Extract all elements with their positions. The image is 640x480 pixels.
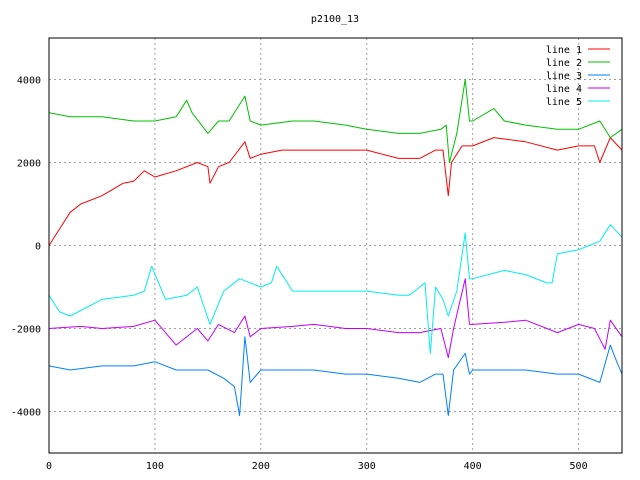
x-tick-label: 200 <box>252 461 270 472</box>
y-tick-label: 0 <box>35 242 41 253</box>
series-line-2 <box>48 79 623 163</box>
series-line-3 <box>48 336 623 417</box>
y-tick-label: 4000 <box>17 76 41 87</box>
y-tick-label: 2000 <box>17 159 41 170</box>
series-line-5 <box>48 224 623 354</box>
axis-ticks: 0 100 200 300 400 500 -4000 -2000 0 2000 4000 <box>11 76 588 473</box>
legend-label: line 4 <box>546 84 582 95</box>
series-line-4 <box>48 278 623 359</box>
legend-label: line 3 <box>546 71 582 82</box>
x-tick-label: 100 <box>146 461 164 472</box>
x-tick-label: 400 <box>464 461 482 472</box>
x-tick-label: 300 <box>358 461 376 472</box>
legend-label: line 1 <box>546 45 582 56</box>
legend-label: line 2 <box>546 58 582 69</box>
x-tick-label: 500 <box>570 461 588 472</box>
legend: line 1 line 2 line 3 line 4 line 5 <box>546 45 610 108</box>
chart-title: p2100_13 <box>311 14 359 25</box>
series-lines <box>48 79 623 417</box>
plot-border <box>48 37 623 454</box>
y-tick-label: -2000 <box>11 325 41 336</box>
legend-label: line 5 <box>546 97 582 108</box>
series-line-1 <box>48 137 623 246</box>
x-tick-label: 0 <box>46 461 52 472</box>
y-tick-label: -4000 <box>11 408 41 419</box>
grid <box>48 38 622 453</box>
